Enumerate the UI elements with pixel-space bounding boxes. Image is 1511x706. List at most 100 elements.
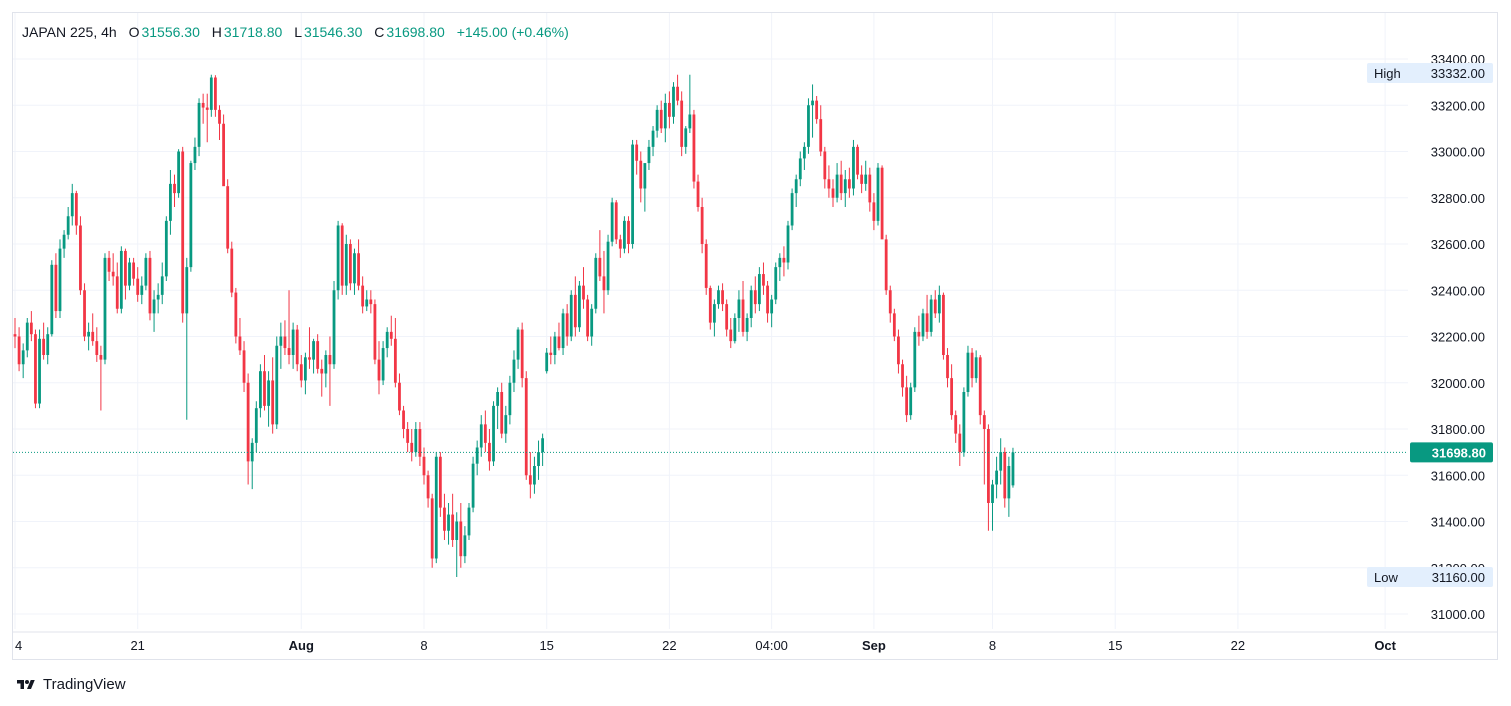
- candle-body: [974, 357, 978, 379]
- candle-body: [745, 318, 749, 332]
- candle-body: [328, 355, 332, 365]
- close-label: C: [374, 24, 385, 40]
- tradingview-brand[interactable]: TradingView: [14, 676, 126, 693]
- candle-body: [549, 352, 553, 355]
- candle-body: [483, 424, 487, 443]
- candle-body: [74, 193, 78, 226]
- candle-body: [475, 447, 479, 464]
- candle-body: [95, 341, 99, 355]
- ohlc-legend: JAPAN 225, 4h O 31556.30 H 31718.80 L 31546…: [22, 24, 577, 40]
- candle-body: [471, 463, 475, 508]
- candle-body: [279, 336, 283, 346]
- candle-body: [83, 290, 86, 337]
- candle-body: [299, 364, 303, 381]
- symbol-label[interactable]: JAPAN 225, 4h: [22, 24, 117, 40]
- candle-body: [250, 442, 254, 462]
- candle-body: [823, 151, 827, 180]
- candle-body: [316, 341, 320, 369]
- candle-body: [852, 146, 855, 189]
- candle-body: [942, 294, 945, 355]
- candle-body: [995, 470, 998, 485]
- candle-body: [148, 257, 152, 314]
- candle-body: [561, 313, 565, 349]
- candle-body: [708, 287, 712, 323]
- candle-body: [492, 405, 495, 462]
- candle-body: [508, 382, 512, 416]
- candle-body: [463, 535, 467, 557]
- candle-body: [533, 466, 536, 485]
- candle-body: [598, 257, 602, 277]
- candle-body: [872, 202, 876, 221]
- candle-body: [25, 322, 29, 351]
- candle-body: [406, 429, 410, 443]
- candle-body: [704, 244, 708, 288]
- candle-body: [880, 167, 884, 240]
- y-tick-label: 32800.00: [1431, 191, 1485, 206]
- candle-body: [729, 329, 733, 342]
- candle-body: [303, 357, 307, 381]
- candle-body: [688, 114, 692, 129]
- x-tick-label: 8: [420, 638, 427, 653]
- candle-body: [582, 285, 585, 300]
- candle-body: [860, 174, 864, 184]
- candle-body: [124, 250, 127, 286]
- candle-body: [373, 304, 377, 360]
- candle-body: [79, 225, 82, 291]
- candle-body: [504, 415, 508, 434]
- candle-body: [802, 146, 806, 159]
- candle-body: [774, 267, 778, 300]
- candle-body: [144, 257, 148, 286]
- candle-body: [197, 102, 201, 147]
- candle-body: [389, 331, 393, 339]
- brand-name: TradingView: [43, 676, 126, 693]
- candle-body: [970, 352, 974, 379]
- time-axis[interactable]: 4 21 Aug 8 15 22 04:00 Sep 8 15 22 Oct: [15, 638, 1397, 653]
- candle-body: [663, 102, 667, 129]
- candle-body: [422, 456, 426, 476]
- candle-body: [320, 368, 324, 374]
- candle-body: [541, 438, 545, 453]
- candle-body: [201, 102, 205, 108]
- candle-body: [377, 359, 381, 381]
- candle-body: [524, 378, 528, 476]
- candle-body: [500, 392, 504, 434]
- candle-body: [856, 146, 859, 175]
- candle-body: [1007, 466, 1011, 499]
- candle-body: [246, 382, 250, 462]
- candle-body: [295, 329, 299, 365]
- candle-body: [639, 160, 643, 189]
- candle-body: [954, 415, 958, 434]
- candle-body: [99, 355, 103, 360]
- candle-body: [50, 264, 54, 335]
- candle-body: [189, 163, 193, 268]
- candle-body: [17, 336, 21, 365]
- x-tick-label: 22: [662, 638, 676, 653]
- candle-body: [348, 244, 352, 284]
- candle-body: [884, 239, 888, 291]
- tradingview-logo-icon: [17, 679, 35, 689]
- candle-body: [402, 410, 405, 429]
- price-axis[interactable]: 31000.0031200.0031400.0031600.0031800.00…: [1431, 52, 1485, 622]
- candle-body: [169, 183, 172, 221]
- last-price-tag-bg: [1410, 442, 1493, 463]
- close-value: 31698.80: [386, 24, 445, 40]
- candle-body: [254, 408, 258, 443]
- candle-body: [459, 521, 463, 557]
- candle-body: [545, 352, 549, 372]
- candle-body: [565, 313, 569, 337]
- candle-body: [365, 299, 369, 307]
- candle-body: [946, 355, 949, 379]
- candle-body: [87, 331, 91, 337]
- candle-body: [259, 371, 262, 409]
- candle-body: [209, 77, 213, 110]
- candle-body: [455, 521, 459, 540]
- high-tag-bg: [1367, 63, 1493, 83]
- candle-body: [819, 119, 823, 152]
- candle-body: [451, 514, 455, 540]
- candle-body: [937, 294, 941, 314]
- candle-body: [586, 299, 589, 337]
- candle-body: [594, 257, 598, 309]
- candle-body: [610, 202, 614, 242]
- candle-body: [136, 278, 140, 295]
